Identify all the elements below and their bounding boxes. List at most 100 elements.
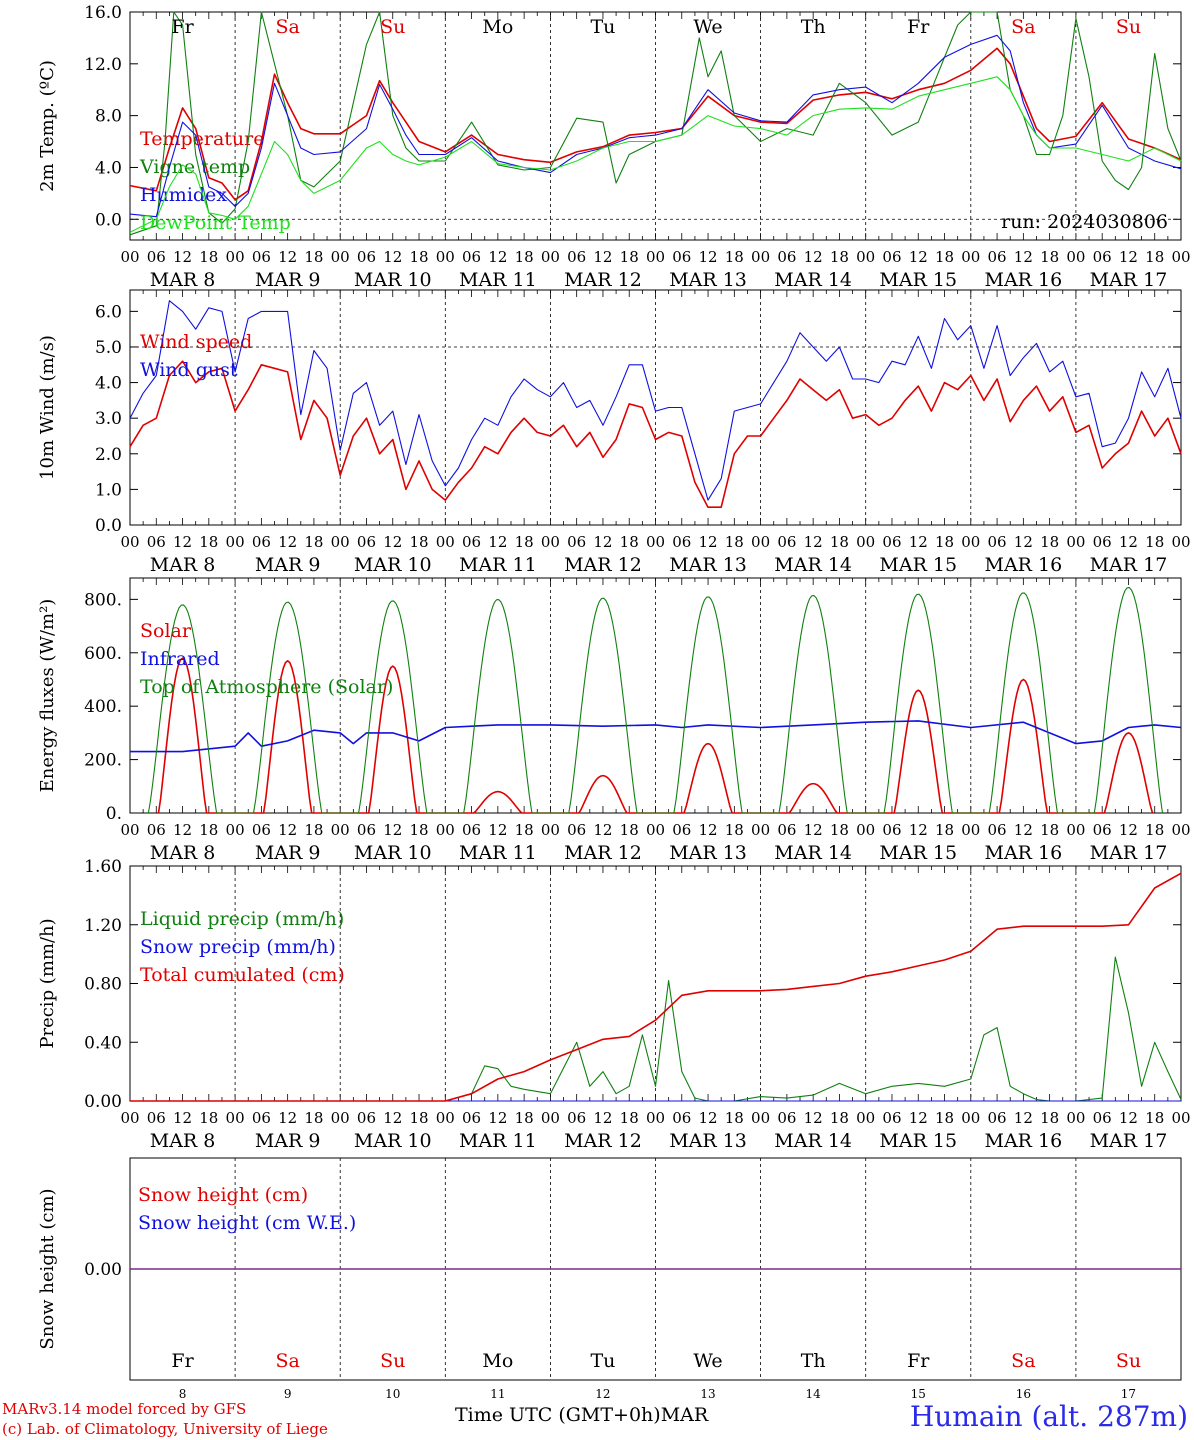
precip-series-2 bbox=[130, 872, 1182, 1102]
wind-hour-label: 18 bbox=[830, 533, 849, 551]
temp-hour-label: 18 bbox=[304, 248, 323, 266]
temp-hour-label: 18 bbox=[409, 248, 428, 266]
energy-hour-label: 18 bbox=[1145, 821, 1164, 839]
temp-weekday-label: Mo bbox=[482, 16, 513, 38]
snow-weekday-label: Fr bbox=[907, 1350, 930, 1372]
precip-date-label: MAR 14 bbox=[774, 1130, 852, 1152]
wind-hour-label: 00 bbox=[541, 533, 560, 551]
temp-hour-label: 18 bbox=[1145, 248, 1164, 266]
temp-date-label: MAR 11 bbox=[459, 269, 537, 291]
precip-y-tick-label: 1.60 bbox=[84, 857, 122, 877]
precip-legend-entry: Snow precip (mm/h) bbox=[140, 936, 336, 958]
temp-series-2 bbox=[129, 34, 1182, 218]
temp-hour-label: 18 bbox=[620, 248, 639, 266]
energy-date-label: MAR 16 bbox=[984, 842, 1062, 864]
energy-hour-label: 00 bbox=[1066, 821, 1085, 839]
wind-hour-label: 06 bbox=[882, 533, 901, 551]
temp-date-label: MAR 16 bbox=[984, 269, 1062, 291]
temp-hour-label: 06 bbox=[462, 248, 481, 266]
wind-y-tick-label: 1.0 bbox=[95, 480, 122, 500]
precip-hour-label: 18 bbox=[199, 1109, 218, 1127]
precip-date-label: MAR 16 bbox=[984, 1130, 1062, 1152]
wind-date-label: MAR 8 bbox=[150, 554, 216, 576]
temp-hour-label: 12 bbox=[383, 248, 402, 266]
energy-y-tick-label: 0. bbox=[106, 804, 122, 824]
energy-hour-label: 18 bbox=[1040, 821, 1059, 839]
temp-series-3 bbox=[129, 76, 1182, 233]
precip-legend-entry: Liquid precip (mm/h) bbox=[140, 908, 344, 930]
temp-hour-label: 00 bbox=[226, 248, 245, 266]
precip-hour-label: 12 bbox=[593, 1109, 612, 1127]
wind-y-axis-label: 10m Wind (m/s) bbox=[37, 335, 58, 480]
snow-weekday-label: Mo bbox=[482, 1350, 513, 1372]
energy-hour-label: 12 bbox=[488, 821, 507, 839]
meteogram: 0.0 4.0 8.0 12.0 16.0 2m Temp. (ºC) Temperatur… bbox=[37, 3, 1191, 1400]
energy-hour-label: 06 bbox=[147, 821, 166, 839]
temp-hour-label: 18 bbox=[515, 248, 534, 266]
precip-hour-label: 00 bbox=[961, 1109, 980, 1127]
temp-hour-label: 12 bbox=[804, 248, 823, 266]
energy-date-label: MAR 17 bbox=[1090, 842, 1168, 864]
temp-series-0 bbox=[129, 47, 1182, 201]
precip-hour-label: 06 bbox=[672, 1109, 691, 1127]
snow-day-number: 11 bbox=[490, 1387, 505, 1400]
snow-day-number: 10 bbox=[385, 1387, 400, 1400]
temp-y-axis-label: 2m Temp. (ºC) bbox=[37, 60, 58, 192]
snow-weekday-label: Su bbox=[1116, 1350, 1141, 1372]
temp-date-label: MAR 9 bbox=[255, 269, 321, 291]
energy-series-1 bbox=[130, 720, 1182, 753]
precip-hour-label: 06 bbox=[462, 1109, 481, 1127]
energy-hour-label: 06 bbox=[672, 821, 691, 839]
temp-date-label: MAR 10 bbox=[354, 269, 432, 291]
precip-date-label: MAR 9 bbox=[255, 1130, 321, 1152]
energy-hour-label: 18 bbox=[199, 821, 218, 839]
temp-legend-entry: Humidex bbox=[140, 184, 227, 206]
model-credit: MARv3.14 model forced by GFS bbox=[2, 1400, 247, 1418]
snow-day-number: 17 bbox=[1121, 1387, 1136, 1400]
energy-hour-label: 18 bbox=[830, 821, 849, 839]
wind-hour-label: 18 bbox=[515, 533, 534, 551]
energy-hour-label: 12 bbox=[173, 821, 192, 839]
energy-hour-label: 00 bbox=[120, 821, 139, 839]
energy-hour-label: 12 bbox=[278, 821, 297, 839]
wind-hour-label: 18 bbox=[935, 533, 954, 551]
precip-date-label: MAR 17 bbox=[1090, 1130, 1168, 1152]
wind-date-label: MAR 11 bbox=[459, 554, 537, 576]
wind-hour-label: 06 bbox=[462, 533, 481, 551]
wind-date-label: MAR 17 bbox=[1090, 554, 1168, 576]
wind-hour-label: 00 bbox=[646, 533, 665, 551]
energy-hour-label: 12 bbox=[909, 821, 928, 839]
energy-hour-label: 00 bbox=[331, 821, 350, 839]
temp-weekday-label: We bbox=[693, 16, 722, 38]
snow-legend-entry: Snow height (cm) bbox=[138, 1184, 308, 1206]
temp-hour-label: 12 bbox=[1014, 248, 1033, 266]
wind-hour-label: 12 bbox=[488, 533, 507, 551]
energy-hour-label: 00 bbox=[226, 821, 245, 839]
temp-hour-label: 06 bbox=[672, 248, 691, 266]
precip-hour-label: 06 bbox=[567, 1109, 586, 1127]
wind-hour-label: 00 bbox=[436, 533, 455, 551]
temp-hour-label: 06 bbox=[357, 248, 376, 266]
panel-temp: 0.0 4.0 8.0 12.0 16.0 2m Temp. (ºC) Temperatur… bbox=[37, 3, 1191, 291]
snow-y-axis-label: Snow height (cm) bbox=[37, 1188, 58, 1349]
wind-hour-label: 12 bbox=[1119, 533, 1138, 551]
temp-legend-entry: Temperature bbox=[140, 128, 264, 150]
precip-hour-label: 12 bbox=[1119, 1109, 1138, 1127]
energy-hour-label: 06 bbox=[882, 821, 901, 839]
snow-day-number: 8 bbox=[179, 1387, 187, 1400]
time-axis-label: Time UTC (GMT+0h) bbox=[455, 1404, 661, 1426]
lab-credit: (c) Lab. of Climatology, University of L… bbox=[2, 1420, 328, 1438]
month-label: MAR bbox=[660, 1404, 709, 1426]
temp-weekday-label: Tu bbox=[590, 16, 615, 38]
wind-hour-label: 06 bbox=[1093, 533, 1112, 551]
precip-hour-label: 12 bbox=[699, 1109, 718, 1127]
temp-date-label: MAR 14 bbox=[774, 269, 852, 291]
wind-hour-label: 18 bbox=[725, 533, 744, 551]
energy-date-label: MAR 10 bbox=[354, 842, 432, 864]
wind-hour-label: 12 bbox=[173, 533, 192, 551]
temp-y-tick-label: 8.0 bbox=[95, 107, 122, 127]
wind-hour-label: 00 bbox=[331, 533, 350, 551]
temp-hour-label: 06 bbox=[777, 248, 796, 266]
precip-y-tick-label: 1.20 bbox=[84, 916, 122, 936]
wind-series-0 bbox=[129, 360, 1182, 508]
